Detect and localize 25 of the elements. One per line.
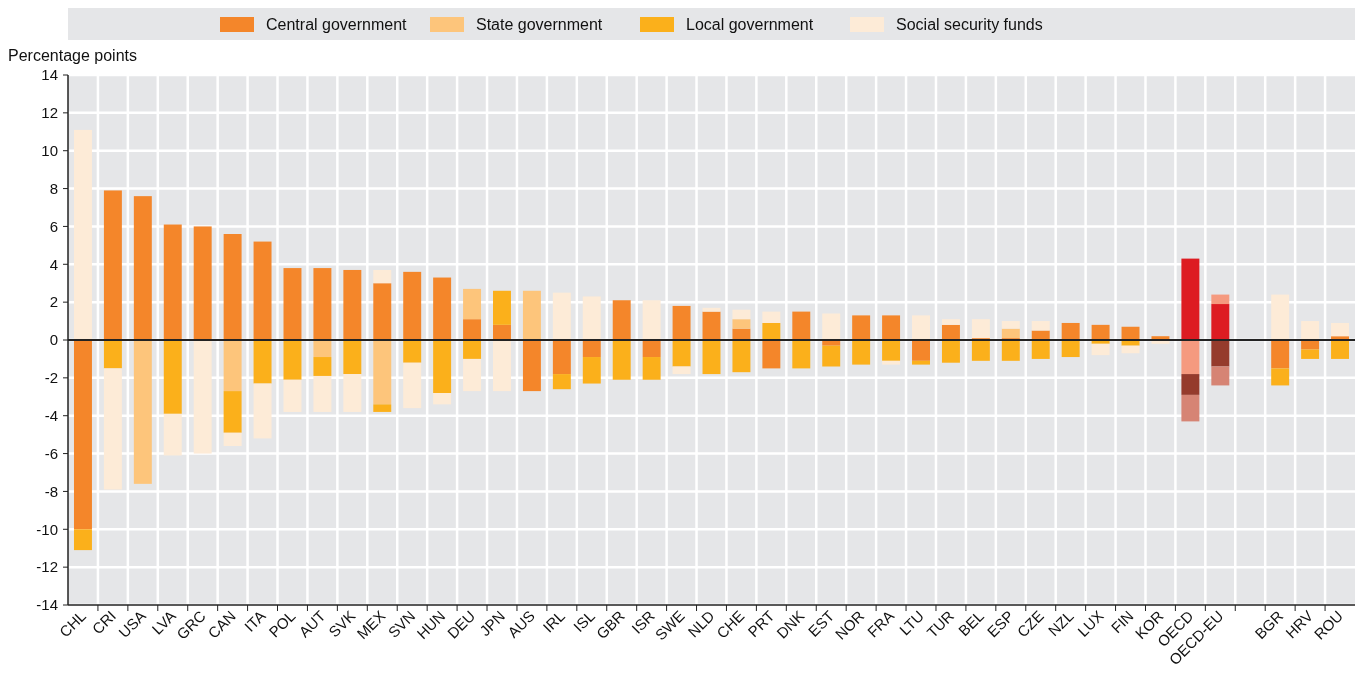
y-tick-label: -12 [36,558,58,576]
x-tick-label: LVA [148,607,179,638]
legend-label: State government [476,16,603,33]
y-tick-label: 6 [49,217,58,235]
y-tick-label: 0 [49,331,58,349]
y-tick-label: -2 [44,369,58,387]
legend-label: Central government [266,16,408,33]
y-tick-label: -8 [44,482,58,500]
legend-label: Local government [686,16,814,33]
y-tick-label: 14 [41,66,58,84]
y-tick-label: -6 [44,444,58,462]
legend-label: Social security funds [896,16,1043,33]
y-tick-label: 10 [41,141,58,159]
x-tick-label: NZL [1044,607,1077,640]
x-tick-label: ISL [569,607,598,636]
y-tick-label: -14 [36,596,58,614]
y-axis-title: Percentage points [8,47,137,64]
y-tick-label: 4 [49,255,58,273]
x-tick-label: JPN [476,607,509,640]
x-tick-label: IRL [539,607,568,636]
y-tick-label: -10 [36,520,58,538]
y-tick-label: 8 [49,179,58,197]
y-tick-label: -4 [44,406,58,424]
y-tick-label: 12 [41,104,58,122]
y-tick-label: 2 [49,293,58,311]
